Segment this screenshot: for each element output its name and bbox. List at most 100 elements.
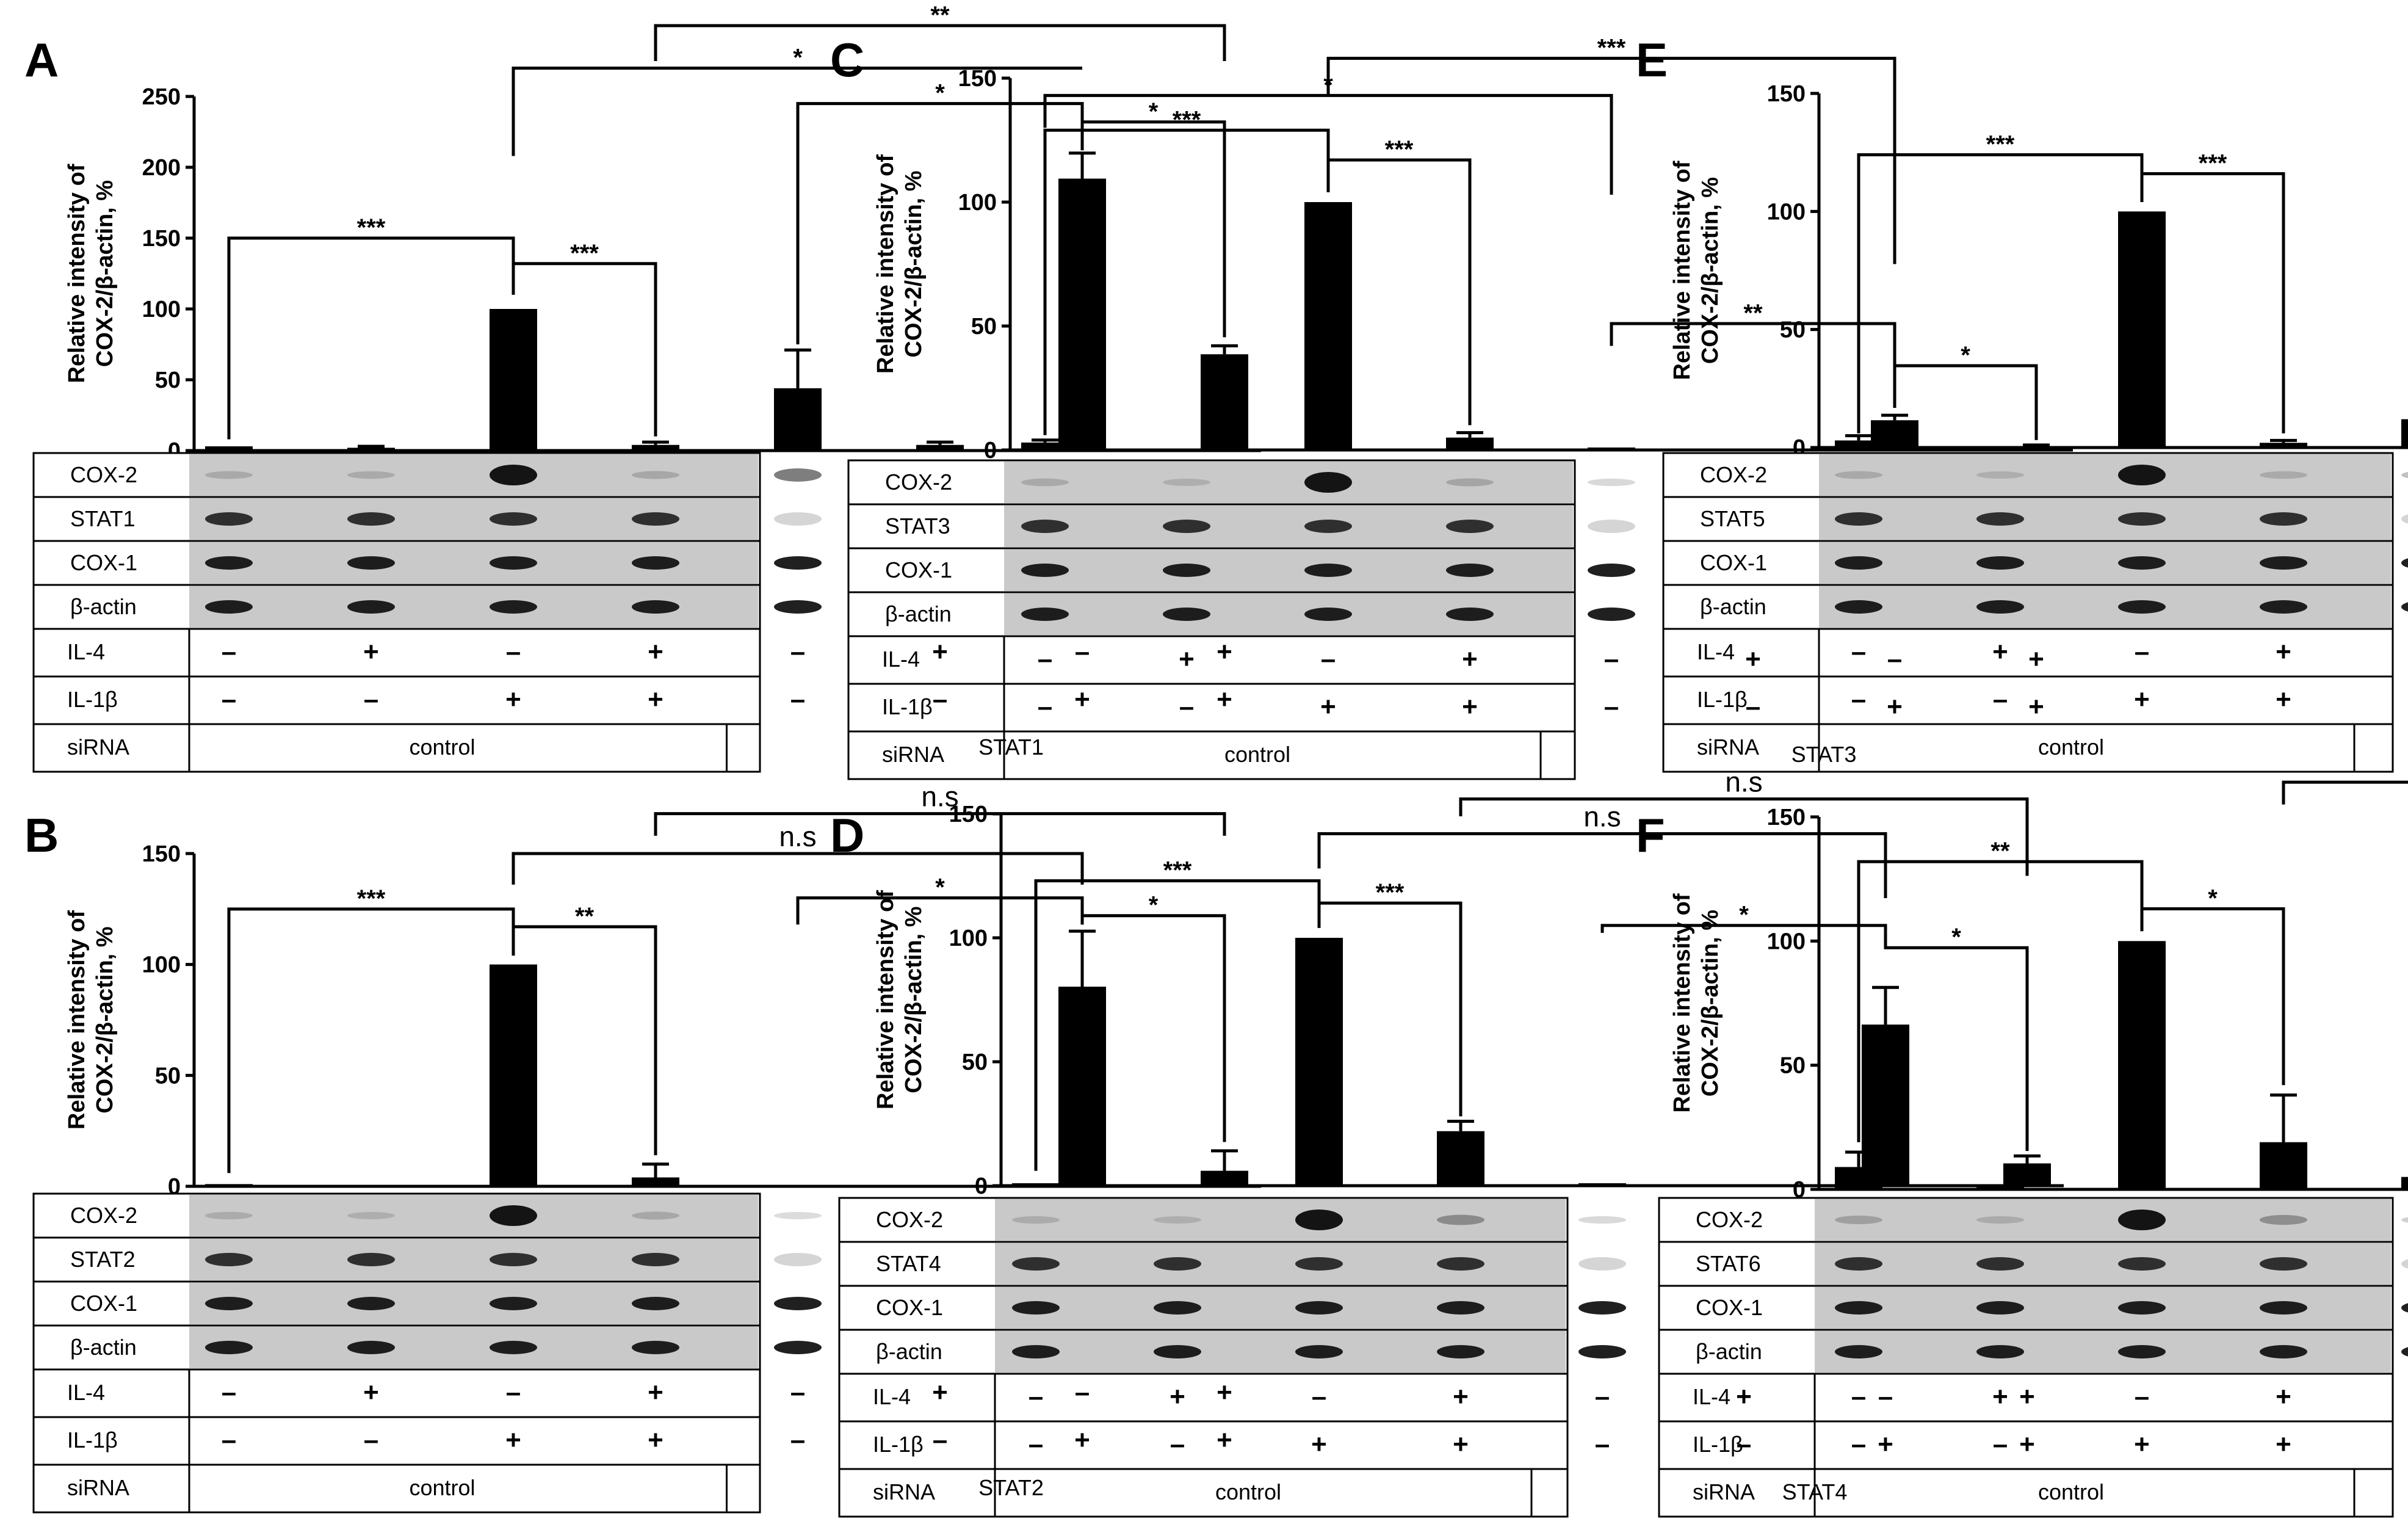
table-row-label: IL-4 (1697, 639, 1735, 664)
blot-band (2260, 1214, 2307, 1225)
blot-row-label: COX-2 (885, 470, 952, 495)
significance-label: n.s (1725, 766, 1762, 798)
blot-band (2401, 1259, 2408, 1269)
blot-band (1835, 1257, 1882, 1271)
treatment-sign: + (2276, 1382, 2291, 1412)
blot-band (2118, 1345, 2166, 1358)
treatment-sign: + (1992, 1382, 2008, 1412)
treatment-sign: + (932, 1377, 948, 1407)
y-tick-label: 100 (142, 952, 181, 978)
blot-band (2118, 512, 2166, 526)
blot-row-label: COX-1 (885, 557, 952, 582)
y-tick-label: 0 (1793, 1177, 1806, 1203)
bar (1304, 202, 1352, 450)
significance-bracket (1317, 832, 1887, 899)
blot-band (1163, 564, 1210, 577)
bar (1021, 442, 1069, 450)
treatment-sign: + (1453, 1429, 1469, 1459)
blot-band (205, 1253, 253, 1266)
blot-strip (1819, 454, 2391, 496)
treatment-sign: – (1851, 684, 1866, 714)
blot-band (2118, 1301, 2166, 1315)
blot-row-label: COX-2 (876, 1207, 943, 1232)
bar (2401, 1177, 2408, 1189)
significance-label: * (793, 45, 803, 71)
blot-band (1021, 608, 1069, 621)
treatment-sign: + (2028, 644, 2044, 674)
significance-label: ** (930, 2, 950, 29)
treatment-sign: + (363, 1377, 379, 1407)
blot-band (2118, 600, 2166, 614)
bar (1862, 1025, 1909, 1186)
blot-band (1304, 608, 1352, 621)
treatment-sign: + (1453, 1382, 1469, 1412)
significance-bracket (1317, 901, 1463, 1117)
treatment-sign: – (1179, 692, 1194, 722)
significance-bracket (227, 907, 515, 1173)
bar (1295, 938, 1343, 1186)
significance-label: *** (1597, 35, 1626, 62)
significance-bracket (796, 896, 1084, 925)
significance-bracket (1326, 158, 1472, 426)
significance-bracket (512, 925, 657, 1156)
blot-band (1588, 608, 1635, 621)
y-tick-label: 150 (949, 802, 988, 827)
y-axis-label: Relative intensity of (873, 154, 898, 374)
treatment-sign: – (790, 1377, 805, 1407)
treatment-sign: – (506, 637, 521, 667)
treatment-sign: – (1737, 1429, 1751, 1459)
blot-band (1021, 520, 1069, 533)
bar (205, 1184, 253, 1186)
treatment-sign: + (363, 637, 379, 667)
treatment-sign: – (1851, 1429, 1866, 1459)
significance-bracket (512, 852, 1084, 885)
blot-row-label: COX-2 (1700, 462, 1767, 487)
y-tick-label: 100 (949, 926, 988, 951)
significance-label: *** (1385, 136, 1414, 163)
treatment-sign: + (1217, 684, 1232, 714)
treatment-sign: + (648, 684, 663, 714)
blot-band (774, 556, 822, 570)
significance-bracket (1610, 322, 1896, 408)
table-row-label: IL-4 (1693, 1384, 1730, 1409)
significance-bracket (2140, 172, 2285, 433)
blot-band (490, 512, 537, 526)
blot-band (490, 465, 537, 485)
blot-band (1295, 1301, 1343, 1315)
significance-bracket (512, 67, 1082, 156)
blot-strip (189, 454, 758, 496)
table-row-label: IL-4 (873, 1384, 911, 1409)
y-axis-label: Relative intensity of (1669, 161, 1695, 380)
blot-band (490, 1205, 537, 1226)
blot-band (1446, 520, 1494, 533)
blot-band (1012, 1301, 1060, 1315)
blot-band (1976, 512, 2024, 526)
treatment-sign: + (1170, 1382, 1185, 1412)
table-row-label: IL-4 (67, 639, 105, 664)
y-tick-label: 50 (155, 1063, 181, 1089)
table-row-label: IL-1β (67, 687, 118, 712)
blot-band (347, 1341, 395, 1354)
blot-band (2401, 514, 2408, 524)
y-axis-label: Relative intensity of (873, 890, 898, 1109)
blot-band (205, 471, 253, 479)
significance-label: *** (1163, 857, 1192, 884)
blot-band (1295, 1345, 1343, 1358)
bar (347, 448, 395, 451)
treatment-sign: – (933, 1425, 947, 1455)
blot-band (1446, 564, 1494, 577)
blot-band (1835, 471, 1882, 479)
treatment-sign: + (2019, 1382, 2035, 1412)
significance-bracket (1884, 932, 2029, 1152)
treatment-sign: + (1320, 692, 1336, 722)
significance-bracket (1080, 120, 1226, 338)
blot-band (1304, 520, 1352, 533)
blot-band (2401, 1347, 2408, 1357)
table-row-label: IL-4 (67, 1380, 105, 1405)
y-axis-label: COX-2/β-actin, % (901, 906, 927, 1093)
blot-band (1163, 479, 1210, 486)
blot-band (2260, 1345, 2307, 1358)
y-tick-label: 100 (142, 297, 181, 322)
y-axis-label: COX-2/β-actin, % (92, 926, 118, 1113)
